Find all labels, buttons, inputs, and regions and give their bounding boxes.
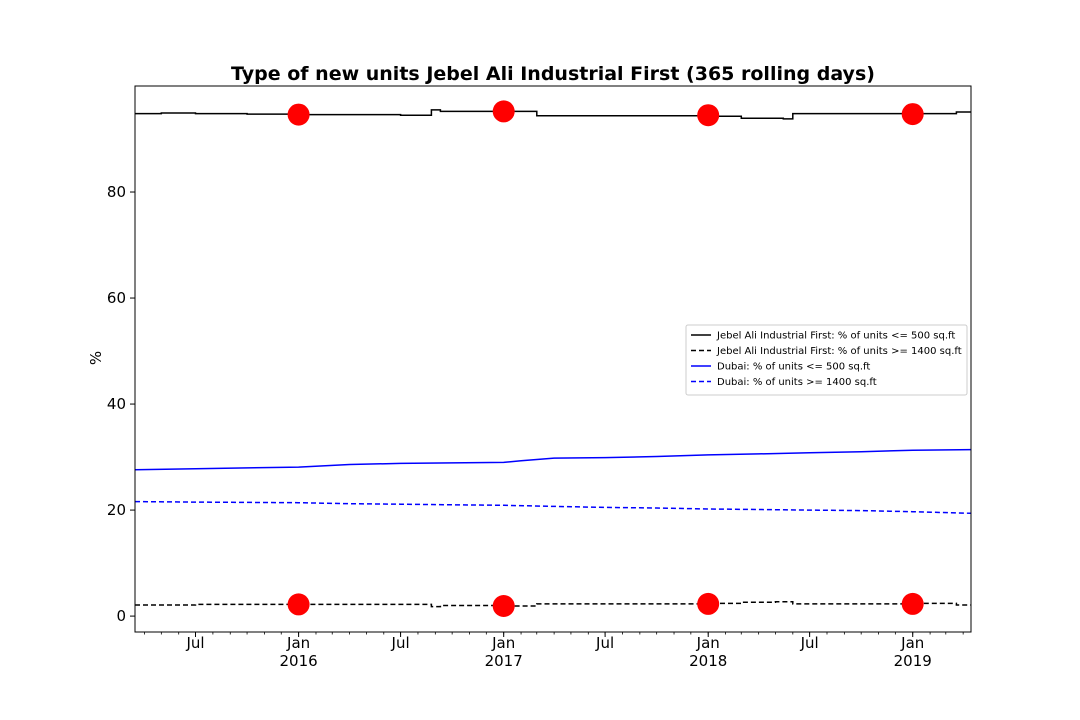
legend-label-1: Jebel Ali Industrial First: % of units <… [716, 331, 955, 342]
y-tick-label: 40 [107, 395, 126, 413]
x-tick-year-label: 2018 [689, 652, 727, 670]
series-line-2 [135, 601, 971, 608]
legend-box [685, 324, 968, 396]
x-tick-label: Jan [696, 634, 720, 652]
legend-label-2: Jebel Ali Industrial First: % of units >… [716, 346, 962, 357]
x-tick-year-label: 2016 [280, 652, 318, 670]
highlight-marker-7 [697, 592, 720, 615]
y-axis: 0 20 40 60 80 [107, 183, 135, 625]
highlight-marker-2 [492, 100, 515, 123]
y-tick-label: 0 [116, 607, 126, 625]
series-line-1 [135, 109, 971, 120]
x-tick-label: Jan [900, 634, 924, 652]
x-tick-year-label: 2017 [485, 652, 523, 670]
y-tick-label: 80 [107, 183, 126, 201]
legend-label-4: Dubai: % of units >= 1400 sq.ft [717, 377, 877, 388]
y-tick-label: 20 [107, 501, 126, 519]
x-tick-label: Jul [595, 634, 614, 652]
x-tick-label: Jul [391, 634, 410, 652]
x-tick-label: Jul [800, 634, 819, 652]
x-tick-label: Jul [185, 634, 204, 652]
plot-frame [134, 85, 972, 633]
highlight-marker-1 [287, 103, 310, 126]
y-axis-label: % [87, 351, 105, 365]
highlight-marker-8 [901, 592, 924, 615]
highlight-marker-5 [287, 593, 310, 616]
plot-markers [287, 100, 924, 617]
y-tick-label: 60 [107, 289, 126, 307]
legend: Jebel Ali Industrial First: % of units <… [685, 324, 968, 396]
x-tick-label: Jan [286, 634, 310, 652]
series-line-4 [134, 500, 972, 515]
x-tick-label: Jan [491, 634, 515, 652]
series-line-3 [134, 448, 972, 471]
highlight-marker-6 [492, 595, 515, 617]
x-tick-year-label: 2019 [894, 652, 932, 670]
highlight-marker-3 [697, 104, 720, 127]
legend-label-3: Dubai: % of units <= 500 sq.ft [717, 362, 870, 373]
chart-title: Type of new units Jebel Ali Industrial F… [231, 63, 875, 85]
highlight-marker-4 [901, 103, 924, 126]
